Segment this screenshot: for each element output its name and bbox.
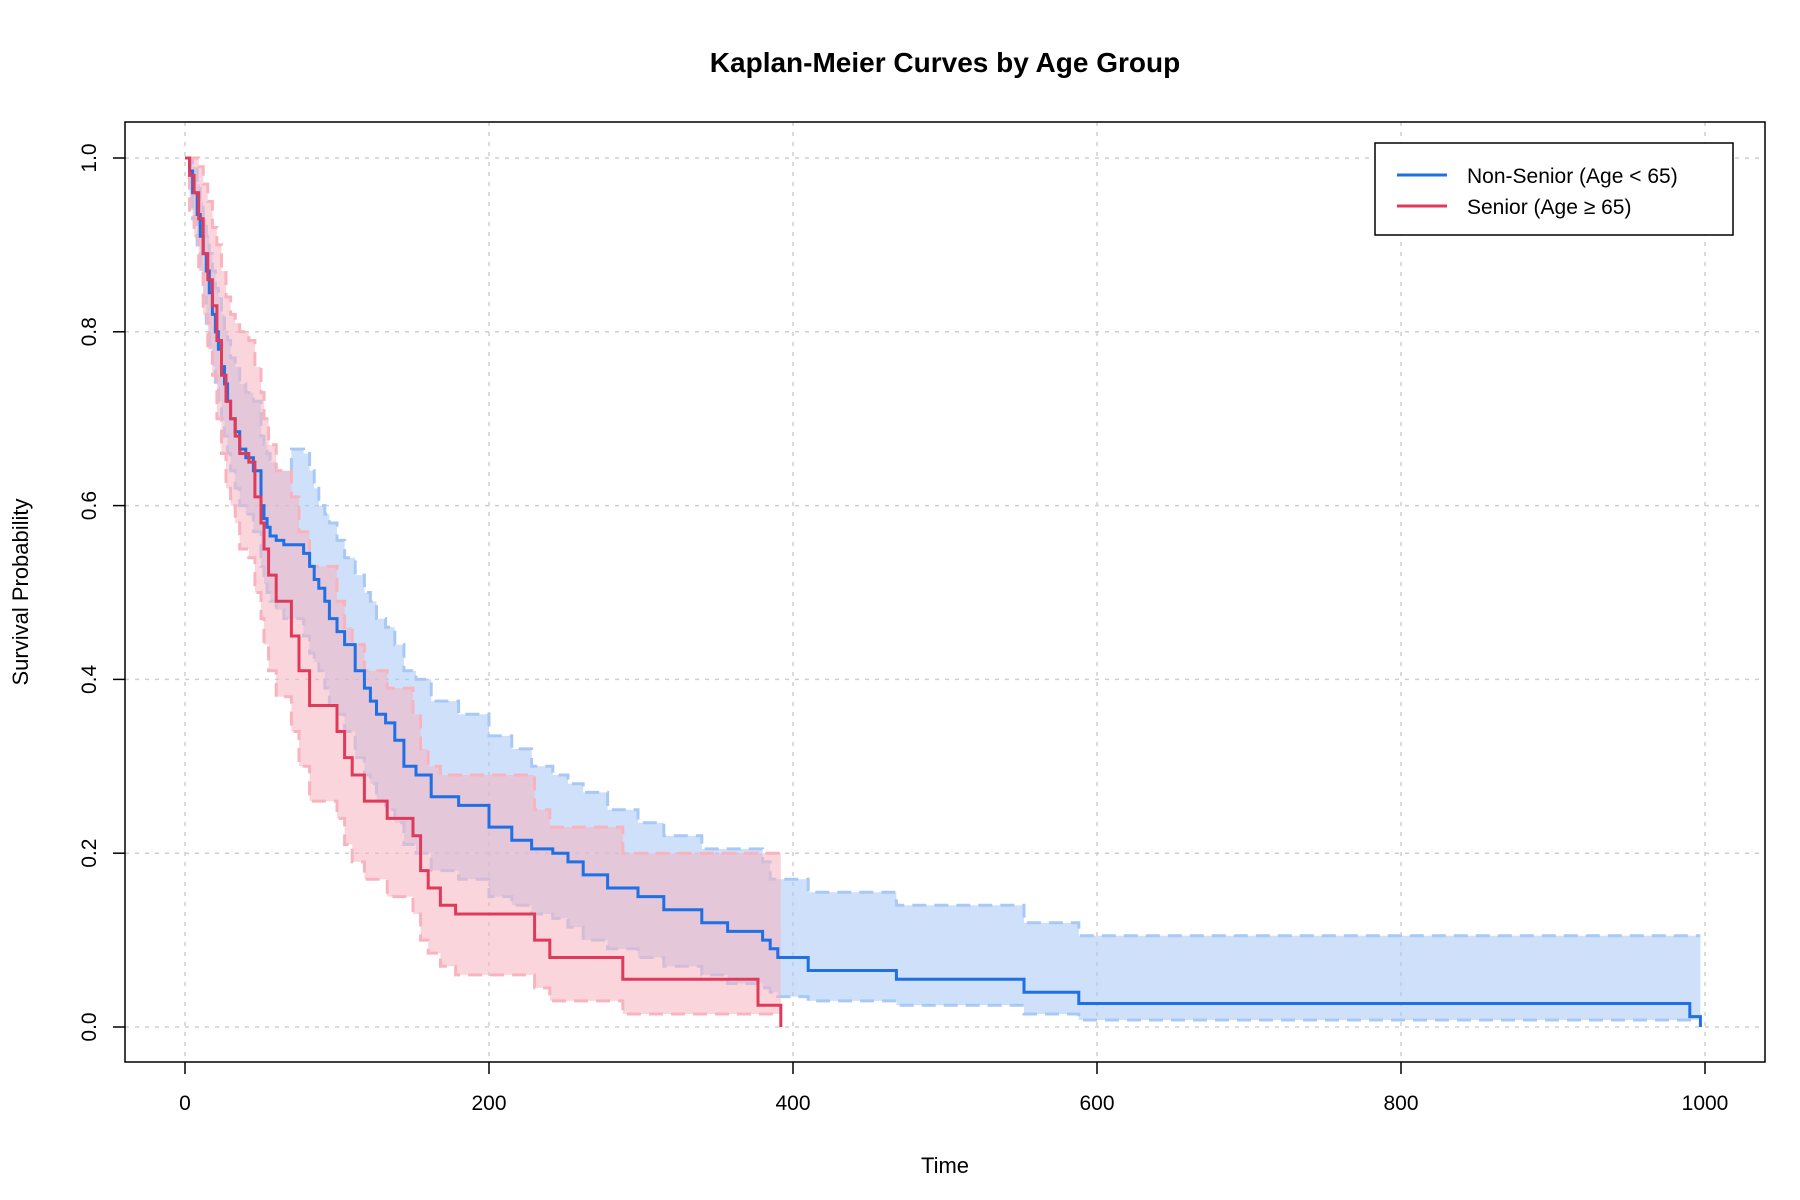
upper-ci-line-senior	[185, 156, 781, 855]
legend-label-non-senior: Non-Senior (Age < 65)	[1467, 165, 1678, 188]
lower-ci-line-senior	[185, 156, 781, 1016]
x-tick-label: 400	[775, 1092, 810, 1115]
plot-frame	[124, 121, 1766, 1063]
y-tick-label: 1.0	[78, 143, 101, 172]
y-tick-label: 0.2	[78, 839, 101, 868]
x-tick-label: 0	[179, 1092, 191, 1115]
legend-label-senior: Senior (Age ≥ 65)	[1467, 196, 1631, 219]
y-axis-label: Survival Probability	[8, 498, 33, 685]
chart-title: Kaplan-Meier Curves by Age Group	[710, 47, 1180, 78]
legend: Non-Senior (Age < 65) Senior (Age ≥ 65)	[1374, 142, 1734, 236]
x-axis-ticks: 0 200 400 600 800 1000	[179, 1062, 1728, 1115]
x-tick-label: 200	[471, 1092, 506, 1115]
survival-curve-non-senior	[185, 156, 1702, 1027]
confidence-band-non-senior	[185, 158, 1701, 1020]
confidence-bands	[185, 156, 1701, 1022]
x-axis-label: Time	[921, 1153, 969, 1178]
x-tick-label: 1000	[1682, 1092, 1729, 1115]
y-axis-ticks: 0.0 0.2 0.4 0.6 0.8 1.0	[78, 143, 125, 1042]
legend-box	[1374, 142, 1734, 236]
confidence-band-senior	[185, 158, 781, 1014]
y-tick-label: 0.0	[78, 1012, 101, 1041]
x-tick-label: 800	[1383, 1092, 1418, 1115]
survival-curve-senior	[185, 156, 783, 1027]
y-tick-label: 0.4	[78, 664, 101, 694]
upper-ci-line-non-senior	[185, 156, 1701, 938]
survival-curves	[185, 156, 1702, 1027]
y-tick-label: 0.8	[78, 317, 101, 346]
x-tick-label: 600	[1079, 1092, 1114, 1115]
y-tick-label: 0.6	[78, 491, 101, 520]
